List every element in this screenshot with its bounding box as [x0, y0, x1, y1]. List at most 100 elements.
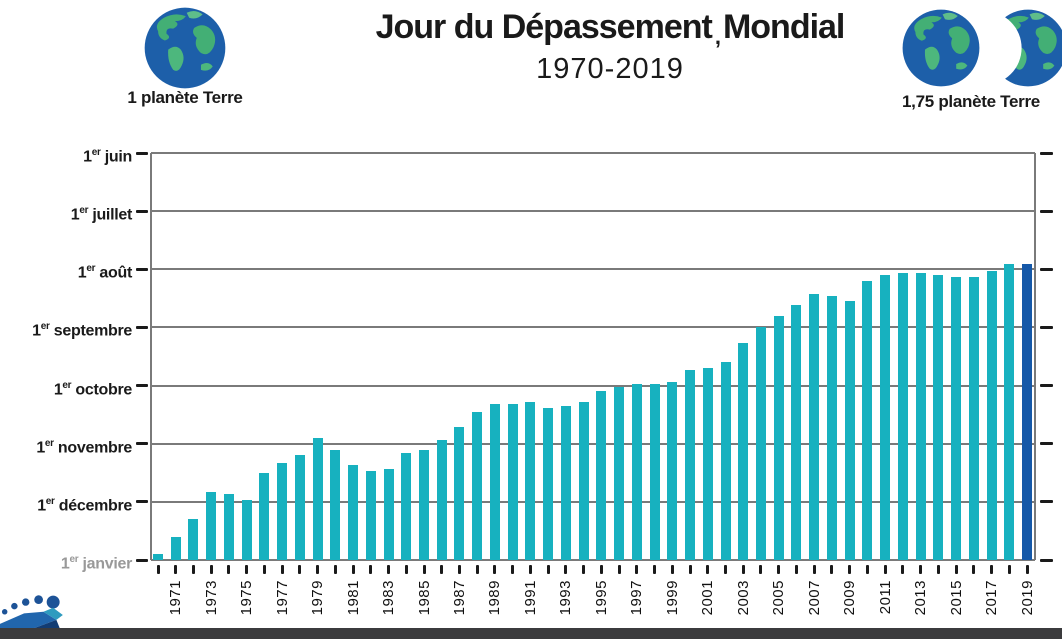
- y-axis-tick-right: [1040, 384, 1053, 388]
- x-axis-tick: [617, 565, 621, 574]
- y-axis-tick-right: [1040, 325, 1053, 329]
- bar-1973: [206, 492, 217, 560]
- bar-1972: [188, 518, 199, 560]
- x-axis-tick: [245, 565, 249, 574]
- bar-1991: [525, 402, 536, 560]
- x-axis-tick: [493, 565, 497, 574]
- plot-top-border: [151, 152, 1035, 154]
- bar-2008: [826, 295, 837, 560]
- x-axis-tick: [954, 565, 958, 574]
- y-axis-tick-right: [1040, 442, 1053, 446]
- x-axis-label-1991: 1991: [521, 580, 539, 616]
- x-axis-tick: [174, 565, 178, 574]
- x-axis-tick: [404, 565, 408, 574]
- x-axis-tick: [901, 565, 905, 574]
- y-axis-label: 1er décembre: [37, 495, 132, 515]
- x-axis-tick: [830, 565, 834, 574]
- x-axis-tick: [812, 565, 816, 574]
- x-axis-label-2015: 2015: [947, 580, 965, 616]
- y-axis-tick-right: [1040, 151, 1053, 155]
- x-axis-tick: [794, 565, 798, 574]
- x-axis-tick: [475, 565, 479, 574]
- bar-1985: [419, 449, 430, 560]
- bar-2001: [702, 368, 713, 560]
- bar-2019: [1022, 263, 1032, 560]
- x-axis-tick: [670, 565, 674, 574]
- y-axis-label: 1er juillet: [70, 205, 133, 224]
- x-axis-label-1997: 1997: [628, 580, 646, 616]
- x-axis-label-1989: 1989: [486, 580, 504, 616]
- bar-1970: [153, 554, 163, 560]
- bar-1990: [507, 404, 518, 560]
- x-axis-tick: [528, 565, 532, 574]
- x-axis-label-1993: 1993: [557, 580, 575, 616]
- x-axis-tick: [546, 565, 550, 574]
- y-axis-label: 1er août: [77, 263, 133, 282]
- x-axis-label-1987: 1987: [450, 580, 468, 616]
- x-axis-label-1985: 1985: [415, 580, 433, 616]
- x-axis-label-1975: 1975: [238, 580, 256, 616]
- x-axis-tick: [511, 565, 515, 574]
- bar-1996: [614, 387, 625, 560]
- bar-1982: [365, 470, 376, 560]
- month-gridline: [151, 268, 1035, 271]
- x-axis-label-2017: 2017: [983, 580, 1001, 616]
- x-axis-tick: [422, 565, 426, 574]
- y-axis-line-right: [1034, 153, 1036, 560]
- bar-1976: [259, 472, 270, 560]
- y-axis-tick-left: [136, 209, 148, 213]
- bar-2016: [968, 276, 979, 560]
- bar-1971: [170, 537, 181, 560]
- bar-1975: [241, 499, 252, 560]
- y-axis-tick-left: [136, 500, 148, 504]
- chart-title-block: Jour du Dépassement ,Mondial 1970-2019: [300, 8, 920, 86]
- x-axis-label-2005: 2005: [770, 580, 788, 616]
- y-axis-tick-left: [136, 267, 148, 271]
- bar-2014: [933, 274, 944, 560]
- bar-2010: [862, 280, 873, 560]
- x-axis-tick: [936, 565, 940, 574]
- title-part-2: Mondial: [722, 8, 845, 46]
- x-axis-tick: [635, 565, 639, 574]
- bar-1986: [436, 439, 447, 560]
- y-axis-label: 1er janvier: [60, 554, 132, 573]
- month-gridline: [151, 500, 1035, 503]
- bar-2006: [791, 304, 802, 560]
- x-axis-tick: [191, 565, 195, 574]
- x-axis-tick: [653, 565, 657, 574]
- x-axis-tick: [724, 565, 727, 574]
- y-axis-label: 1er novembre: [36, 437, 132, 457]
- x-axis-tick: [741, 565, 745, 574]
- x-axis-label-2003: 2003: [734, 580, 752, 616]
- bar-1980: [330, 449, 341, 560]
- y-axis-tick-left: [136, 151, 148, 155]
- bar-1977: [277, 463, 288, 560]
- x-axis-label-2011: 2011: [876, 580, 894, 615]
- x-axis-label-2009: 2009: [841, 580, 859, 616]
- bar-1974: [223, 494, 234, 560]
- bar-2015: [951, 276, 962, 560]
- x-axis-label-1999: 1999: [663, 580, 681, 616]
- y-axis-label: 1er juin: [83, 147, 132, 166]
- x-axis-label-1979: 1979: [309, 580, 327, 616]
- bar-2012: [897, 273, 908, 560]
- month-gridline: [151, 210, 1035, 213]
- page-title: Jour du Dépassement ,Mondial: [300, 8, 920, 49]
- bar-1995: [596, 391, 607, 560]
- x-axis-tick: [865, 565, 869, 574]
- x-axis-baseline: [151, 559, 1035, 561]
- x-axis-tick: [387, 565, 391, 574]
- x-axis-label-2019: 2019: [1018, 580, 1036, 616]
- x-axis-tick: [706, 565, 710, 574]
- y-axis-tick-left: [136, 325, 148, 329]
- bar-2011: [880, 274, 891, 560]
- month-gridline: [151, 384, 1035, 387]
- y-axis-label: 1er octobre: [53, 379, 132, 398]
- x-axis-tick: [280, 565, 284, 574]
- x-axis-tick: [599, 565, 603, 574]
- x-axis-label-2001: 2001: [699, 580, 717, 616]
- x-axis-tick: [777, 565, 781, 574]
- x-axis-tick: [759, 565, 763, 574]
- bar-1979: [312, 438, 323, 560]
